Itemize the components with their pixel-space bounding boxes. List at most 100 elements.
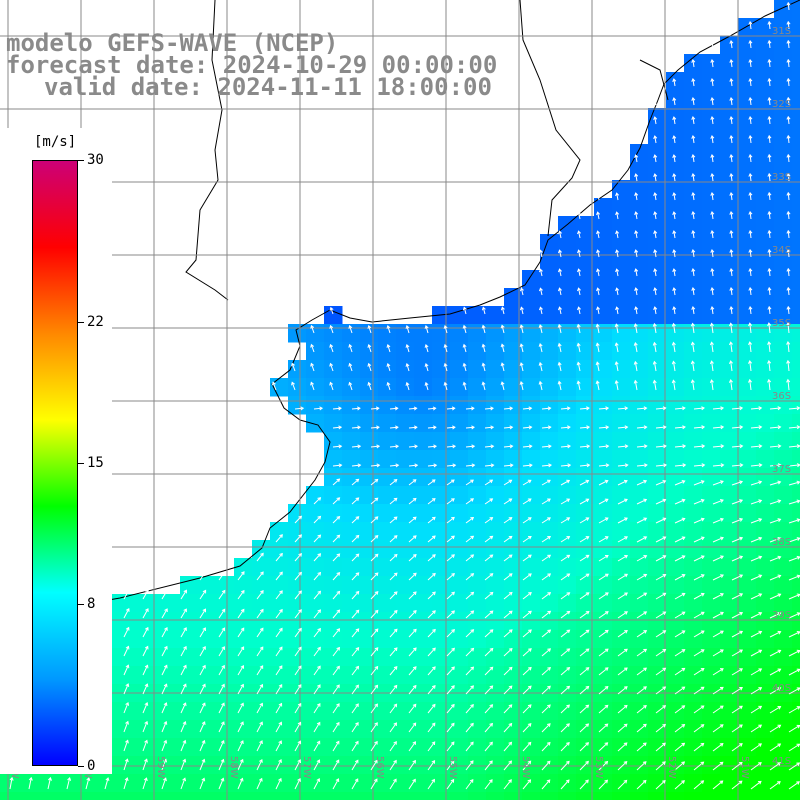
wind-arrow <box>672 306 677 315</box>
wind-arrow <box>389 684 398 695</box>
wind-speed-cell <box>756 342 775 361</box>
wind-speed-cell <box>306 396 325 415</box>
wind-arrow <box>519 306 524 315</box>
wind-arrow <box>614 379 619 391</box>
wind-speed-cell <box>396 396 415 415</box>
wind-speed-cell <box>342 666 361 685</box>
wind-arrow <box>370 497 379 505</box>
wind-speed-cell <box>702 468 721 487</box>
wind-speed-cell <box>558 324 577 343</box>
wind-arrow <box>748 286 753 296</box>
wind-speed-cell <box>720 72 739 91</box>
wind-arrow <box>786 210 791 220</box>
wind-arrow <box>275 590 283 600</box>
wind-speed-cell <box>468 702 487 721</box>
wind-arrow <box>484 685 494 695</box>
wind-speed-cell <box>774 594 793 613</box>
wind-arrow <box>560 610 571 619</box>
wind-arrow <box>653 230 658 239</box>
wind-speed-cell <box>216 594 235 613</box>
wind-speed-cell <box>648 360 667 379</box>
wind-arrow <box>636 611 648 619</box>
latitude-label: 35S <box>772 318 791 329</box>
wind-speed-cell <box>594 360 613 379</box>
wind-speed-cell <box>594 270 613 289</box>
wind-arrow <box>275 571 283 581</box>
wind-speed-cell <box>630 756 649 775</box>
wind-speed-cell <box>396 324 415 343</box>
wind-arrow <box>541 666 551 676</box>
wind-speed-cell <box>648 396 667 415</box>
wind-speed-cell <box>180 594 199 613</box>
wind-arrow <box>351 684 359 695</box>
wind-arrow <box>275 702 283 714</box>
wind-speed-cell <box>558 396 577 415</box>
wind-arrow <box>161 664 168 676</box>
wind-speed-cell <box>414 432 433 451</box>
wind-speed-cell <box>360 702 379 721</box>
wind-arrow <box>465 760 474 771</box>
wind-arrow <box>199 702 206 714</box>
wind-speed-cell <box>738 234 757 253</box>
wind-arrow <box>693 574 705 581</box>
wind-arrow <box>408 703 417 714</box>
wind-speed-cell <box>288 594 307 613</box>
wind-speed-cell <box>306 630 325 649</box>
wind-speed-cell <box>738 378 757 397</box>
wind-arrow <box>503 629 513 638</box>
wind-speed-cell <box>180 666 199 685</box>
wind-arrow <box>767 153 772 163</box>
wind-speed-cell <box>306 324 325 343</box>
wind-arrow <box>633 323 638 334</box>
wind-arrow <box>294 515 303 524</box>
wind-arrow <box>769 781 781 790</box>
wind-speed-cell <box>630 558 649 577</box>
wind-speed-cell <box>378 396 397 415</box>
wind-arrow <box>180 758 187 771</box>
wind-arrow <box>750 463 763 468</box>
wind-arrow <box>598 592 609 600</box>
wind-speed-cell <box>144 774 163 793</box>
wind-speed-cell <box>126 774 145 793</box>
wind-arrow <box>389 703 398 714</box>
wind-speed-cell <box>594 450 613 469</box>
wind-speed-cell <box>324 486 343 505</box>
wind-arrow <box>576 323 581 334</box>
wind-arrow <box>560 573 571 581</box>
wind-arrow <box>408 610 417 619</box>
wind-arrow <box>313 759 321 771</box>
wind-speed-cell <box>324 360 343 379</box>
wind-arrow <box>237 702 244 714</box>
wind-arrow <box>465 516 475 524</box>
wind-arrow <box>672 211 677 220</box>
wind-speed-cell <box>486 378 505 397</box>
wind-speed-cell <box>612 360 631 379</box>
wind-arrow <box>142 720 149 733</box>
wind-arrow <box>750 630 763 638</box>
wind-speed-cell <box>594 774 613 793</box>
wind-speed-cell <box>684 450 703 469</box>
wind-speed-cell <box>648 270 667 289</box>
wind-speed-cell <box>774 288 793 307</box>
wind-speed-cell <box>648 774 667 793</box>
wind-speed-cell <box>576 612 595 631</box>
wind-speed-cell <box>162 738 181 757</box>
wind-speed-cell <box>342 414 361 433</box>
wind-arrow <box>389 406 399 411</box>
wind-speed-cell <box>612 432 631 451</box>
wind-speed-cell <box>252 648 271 667</box>
wind-arrow <box>370 740 378 752</box>
wind-arrow <box>199 645 206 657</box>
wind-arrow <box>634 154 639 163</box>
wind-speed-cell <box>324 504 343 523</box>
wind-arrow <box>690 322 695 334</box>
wind-arrow <box>351 665 360 676</box>
wind-arrow <box>389 535 398 543</box>
wind-speed-cell <box>738 126 757 145</box>
wind-speed-cell <box>396 558 415 577</box>
wind-speed-cell <box>738 288 757 307</box>
wind-speed-cell <box>288 396 307 415</box>
wind-speed-cell <box>468 738 487 757</box>
wind-arrow <box>522 535 532 543</box>
colorbar-tick-mark <box>78 160 84 161</box>
